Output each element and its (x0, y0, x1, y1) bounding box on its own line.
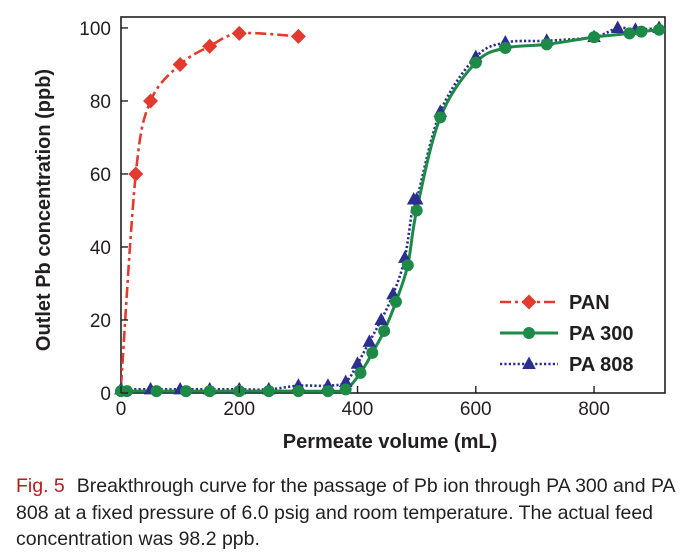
y-tick-label: 20 (90, 311, 111, 332)
legend-item: PAN (500, 292, 610, 314)
y-tick-label: 80 (90, 92, 111, 113)
data-point-pa-300 (292, 385, 305, 398)
plot-area (120, 16, 666, 394)
x-axis-title: Permeate volume (mL) (283, 431, 498, 453)
data-point-pa-300 (469, 56, 482, 69)
y-tick-label: 100 (79, 19, 111, 40)
x-tick-label: 600 (460, 399, 492, 420)
data-point-pa-300 (180, 385, 193, 398)
data-point-pa-808 (362, 334, 377, 347)
data-point-pa-300 (653, 23, 666, 36)
y-tick-label: 0 (100, 384, 111, 405)
data-point-pa-300 (588, 31, 601, 44)
data-point-pa-300 (635, 25, 648, 38)
legend-marker (523, 327, 535, 339)
chart-svg: 0 200 400 600 800 0 20 40 60 80 100 PAN PA 300 PA 80… (33, 16, 666, 453)
data-point-pa-808 (338, 374, 353, 388)
data-point-pa-300 (401, 259, 414, 272)
legend-marker (521, 294, 537, 310)
data-point-pa-808 (374, 312, 388, 325)
data-point-pa-300 (366, 346, 379, 359)
figure-caption: Fig. 5 Breakthrough curve for the passage… (16, 473, 692, 553)
data-point-pa-300 (262, 385, 275, 398)
legend-label: PA 808 (569, 354, 633, 376)
data-point-pa-300 (499, 42, 512, 55)
legend-label: PA 300 (569, 323, 633, 345)
data-point-pa-300 (354, 366, 367, 379)
data-point-pa-808 (409, 192, 424, 205)
data-point-pan (143, 93, 159, 109)
x-tick-label: 400 (342, 399, 374, 420)
x-tick-label: 0 (116, 399, 127, 420)
data-point-pa-300 (203, 385, 216, 398)
data-point-pa-300 (540, 38, 553, 51)
data-point-pan (231, 25, 247, 41)
data-point-pa-300 (434, 111, 447, 124)
data-point-pa-808 (610, 20, 625, 33)
data-point-pan (290, 28, 306, 44)
chart: 0 200 400 600 800 0 20 40 60 80 100 PAN PA 300 PA 80… (33, 16, 666, 453)
x-tick-label: 200 (223, 399, 255, 420)
data-point-pan (128, 166, 144, 182)
data-point-pa-808 (350, 356, 365, 369)
data-point-pan (172, 56, 188, 72)
legend-item: PA 808 (500, 354, 633, 376)
y-tick-label: 40 (90, 238, 111, 259)
data-point-pa-300 (623, 27, 636, 40)
data-point-pa-300 (120, 385, 133, 398)
legend-item: PA 300 (500, 323, 633, 345)
data-point-pa-300 (389, 295, 402, 308)
data-point-pa-300 (150, 385, 163, 398)
figure-label: Fig. 5 (16, 475, 65, 497)
data-point-pa-300 (339, 383, 352, 396)
data-point-pa-300 (321, 385, 334, 398)
caption-text: Breakthrough curve for the passage of Pb… (16, 475, 675, 550)
data-point-pan (202, 38, 218, 54)
y-axis-title: Outlet Pb concentration (ppb) (33, 69, 55, 351)
legend-marker (522, 356, 536, 369)
legend-label: PAN (569, 292, 610, 314)
y-tick-label: 60 (90, 165, 111, 186)
data-point-pa-300 (410, 204, 423, 217)
x-tick-label: 800 (578, 399, 610, 420)
data-point-pa-300 (378, 324, 391, 337)
